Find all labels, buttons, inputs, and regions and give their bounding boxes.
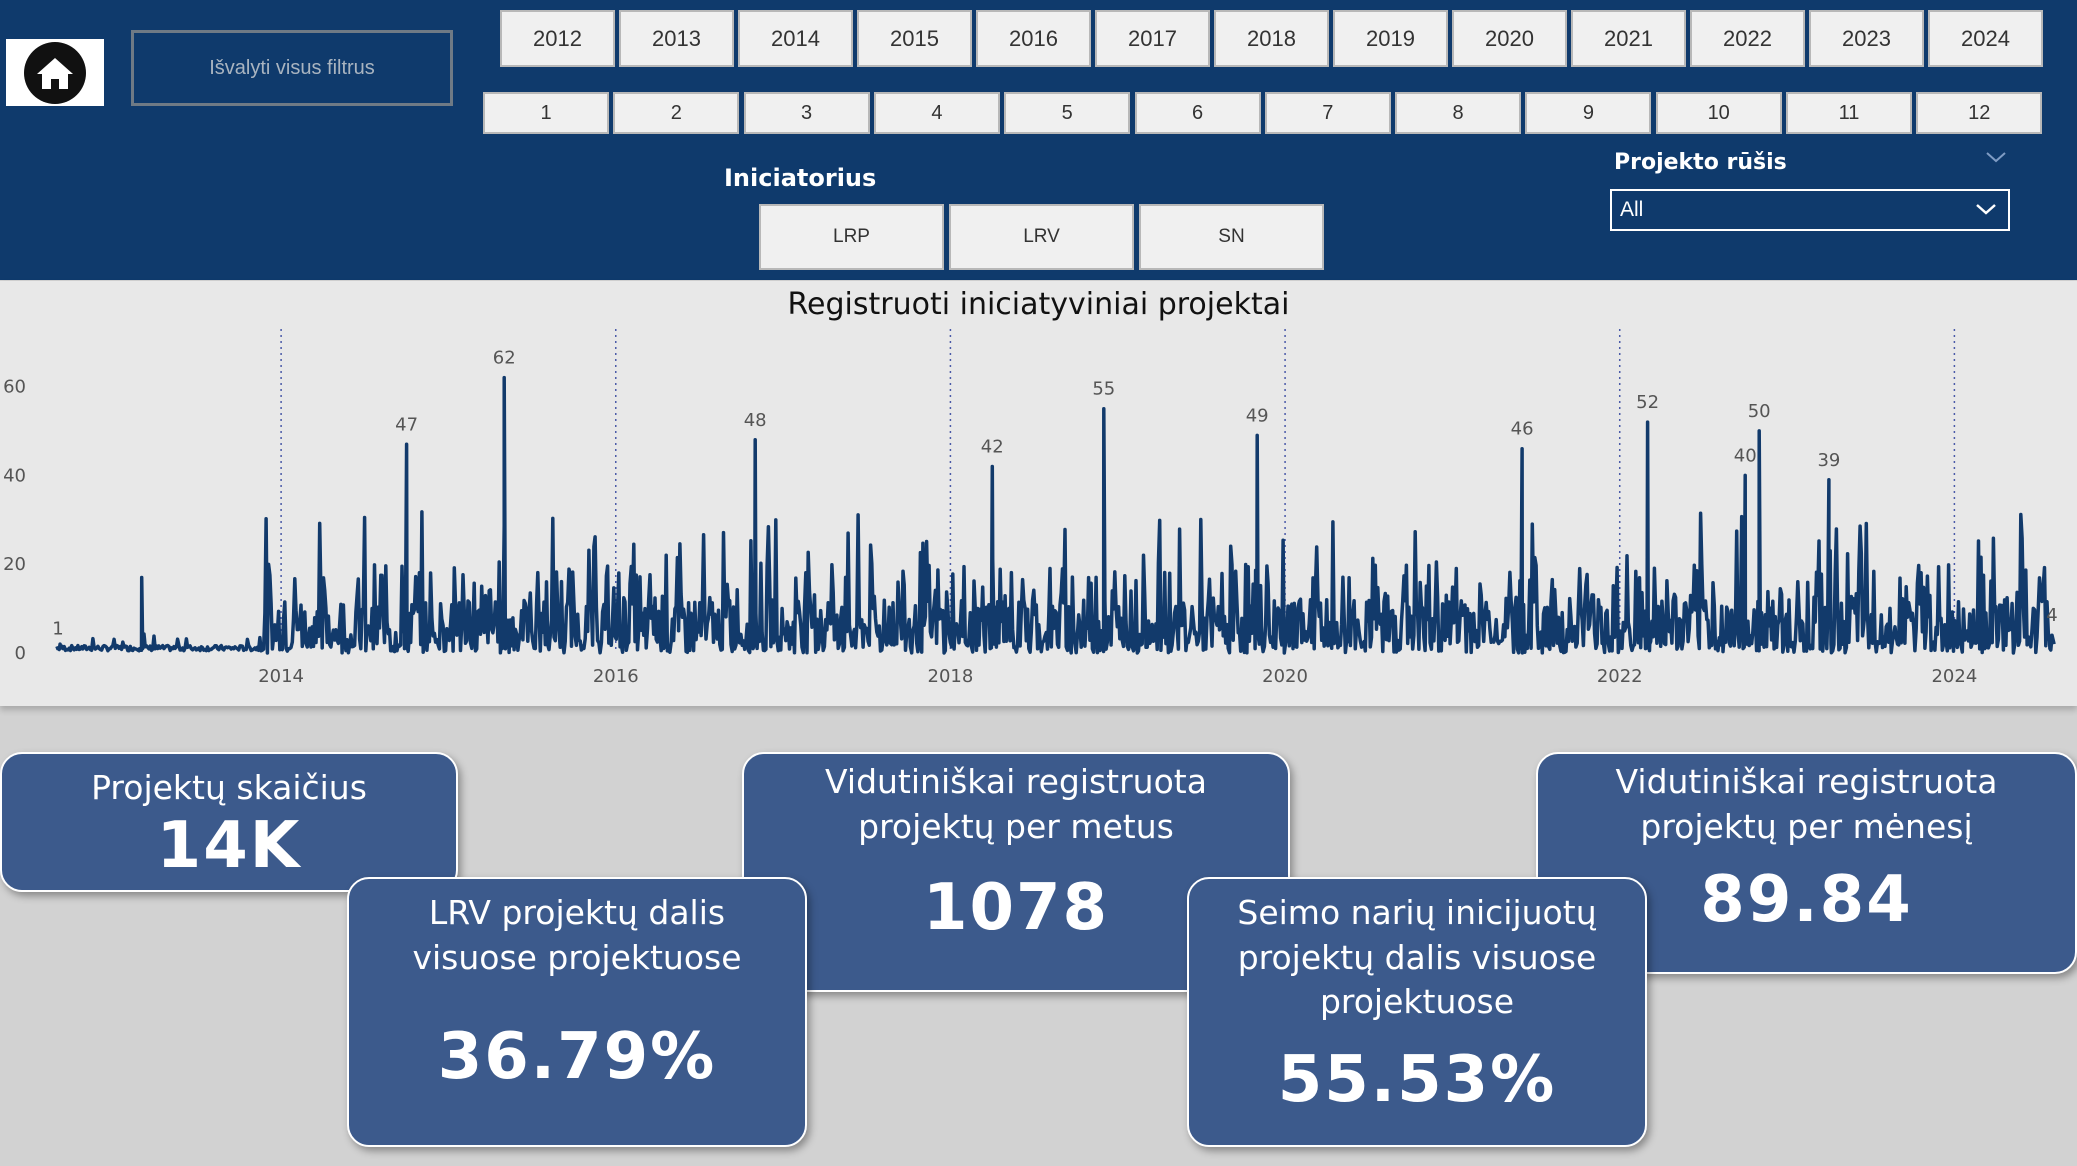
year-button-2023[interactable]: 2023 bbox=[1809, 10, 1924, 67]
series-line bbox=[55, 375, 2056, 655]
year-button-2014[interactable]: 2014 bbox=[738, 10, 853, 67]
chart-panel: Registruoti iniciatyviniai projektai 0 20… bbox=[0, 281, 2077, 706]
card-sn-share-value: 55.53% bbox=[1277, 1042, 1557, 1117]
month-button-11[interactable]: 11 bbox=[1786, 92, 1912, 134]
card-avg-per-year-title: Vidutiniškai registruota projektų per me… bbox=[825, 762, 1207, 846]
data-label: 62 bbox=[493, 348, 516, 369]
data-label: 50 bbox=[1748, 401, 1771, 422]
card-avg-per-month-title: Vidutiniškai registruota projektų per mė… bbox=[1615, 762, 1998, 846]
data-label: 55 bbox=[1092, 379, 1115, 400]
year-button-2015[interactable]: 2015 bbox=[857, 10, 972, 67]
year-button-2013[interactable]: 2013 bbox=[619, 10, 734, 67]
initiator-button-sn[interactable]: SN bbox=[1139, 204, 1324, 270]
data-label: 40 bbox=[1734, 445, 1757, 466]
year-button-2016[interactable]: 2016 bbox=[976, 10, 1091, 67]
data-label: 47 bbox=[395, 414, 418, 435]
data-label: 39 bbox=[1817, 450, 1840, 471]
year-button-2024[interactable]: 2024 bbox=[1928, 10, 2043, 67]
card-lrv-share-title: LRV projektų dalis visuose projektuose bbox=[412, 893, 742, 977]
initiator-button-lrp[interactable]: LRP bbox=[759, 204, 944, 270]
month-button-4[interactable]: 4 bbox=[873, 92, 1000, 134]
project-type-value: All bbox=[1620, 198, 1644, 221]
month-button-9[interactable]: 9 bbox=[1525, 92, 1652, 134]
project-type-dropdown[interactable]: All bbox=[1610, 189, 2010, 231]
card-sn-share-title: Seimo narių inicijuotų projektų dalis vi… bbox=[1237, 893, 1597, 1022]
month-button-7[interactable]: 7 bbox=[1264, 92, 1391, 134]
month-button-8[interactable]: 8 bbox=[1395, 92, 1522, 134]
chevron-down-icon bbox=[1976, 204, 1996, 215]
x-tick-label: 2024 bbox=[1931, 666, 1977, 687]
x-tick-label: 2020 bbox=[1262, 666, 1308, 687]
month-button-12[interactable]: 12 bbox=[1916, 92, 2043, 134]
header-panel: Išvalyti visus filtrus 2012 2013 2014 2015 2… bbox=[0, 0, 2077, 280]
y-tick-label: 20 bbox=[3, 554, 26, 575]
card-avg-per-month-value: 89.84 bbox=[1700, 863, 1913, 938]
x-tick-label: 2022 bbox=[1597, 666, 1643, 687]
card-sn-share: Seimo narių inicijuotų projektų dalis vi… bbox=[1187, 877, 1647, 1147]
initiator-button-lrv[interactable]: LRV bbox=[949, 204, 1134, 270]
line-chart: 0 20 40 60 2014 2016 2018 2020 2022 2024 1 47 62 48 42… bbox=[3, 329, 2058, 687]
year-button-2018[interactable]: 2018 bbox=[1214, 10, 1329, 67]
year-button-2020[interactable]: 2020 bbox=[1452, 10, 1567, 67]
month-button-6[interactable]: 6 bbox=[1134, 92, 1261, 134]
year-button-2022[interactable]: 2022 bbox=[1690, 10, 1805, 67]
year-button-2019[interactable]: 2019 bbox=[1333, 10, 1448, 67]
month-button-2[interactable]: 2 bbox=[613, 92, 740, 134]
y-tick-label: 0 bbox=[15, 643, 26, 664]
data-label: 52 bbox=[1636, 392, 1659, 413]
card-project-count-title: Projektų skaičius bbox=[91, 768, 367, 807]
project-type-label: Projekto rūšis bbox=[1614, 150, 1787, 175]
home-icon bbox=[24, 41, 86, 104]
data-label: 42 bbox=[981, 436, 1004, 457]
data-label: 4 bbox=[2046, 605, 2057, 626]
data-label: 48 bbox=[744, 410, 767, 431]
card-project-count: Projektų skaičius 14K bbox=[0, 752, 458, 892]
card-project-count-value: 14K bbox=[156, 808, 302, 883]
y-tick-label: 40 bbox=[3, 465, 26, 486]
card-lrv-share-value: 36.79% bbox=[437, 1020, 717, 1095]
month-button-3[interactable]: 3 bbox=[743, 92, 870, 134]
month-button-1[interactable]: 1 bbox=[483, 92, 609, 134]
card-avg-per-year-value: 1078 bbox=[922, 871, 1110, 946]
x-tick-label: 2014 bbox=[258, 666, 304, 687]
x-tick-label: 2018 bbox=[928, 666, 974, 687]
month-button-5[interactable]: 5 bbox=[1004, 92, 1131, 134]
year-button-2012[interactable]: 2012 bbox=[500, 10, 615, 67]
card-lrv-share: LRV projektų dalis visuose projektuose 3… bbox=[347, 877, 807, 1147]
data-label: 49 bbox=[1246, 405, 1269, 426]
year-button-2017[interactable]: 2017 bbox=[1095, 10, 1210, 67]
home-button[interactable] bbox=[6, 39, 104, 106]
x-tick-label: 2016 bbox=[593, 666, 639, 687]
month-button-10[interactable]: 10 bbox=[1655, 92, 1782, 134]
data-label: 46 bbox=[1511, 419, 1534, 440]
initiator-label: Iniciatorius bbox=[724, 164, 877, 192]
chart-title: Registruoti iniciatyviniai projektai bbox=[787, 287, 1290, 322]
clear-filters-button[interactable]: Išvalyti visus filtrus bbox=[131, 30, 453, 106]
chevron-down-icon[interactable] bbox=[1985, 150, 2007, 164]
y-tick-label: 60 bbox=[3, 377, 26, 398]
data-label: 1 bbox=[52, 619, 63, 640]
year-button-2021[interactable]: 2021 bbox=[1571, 10, 1686, 67]
